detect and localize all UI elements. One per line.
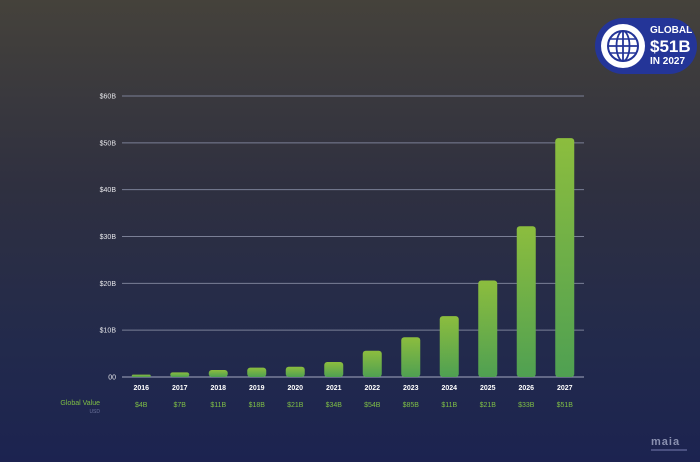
y-tick-label: $50B — [100, 140, 117, 147]
y-tick-label: $40B — [100, 187, 117, 194]
badge-line-1: GLOBAL — [650, 25, 693, 36]
x-tick-label: 2024 — [441, 385, 457, 392]
value-label: $11B — [441, 402, 457, 409]
x-tick-label: 2026 — [518, 385, 534, 392]
x-tick-label: 2023 — [403, 385, 419, 392]
x-tick-label: 2017 — [172, 385, 188, 392]
bar-2026 — [516, 226, 536, 377]
badge-line-2: $51B — [650, 37, 691, 56]
globe-icon — [601, 24, 645, 68]
x-tick-label: 2025 — [480, 385, 496, 392]
bar-2025 — [478, 280, 498, 377]
bar-2024 — [439, 316, 459, 377]
value-label: $21B — [287, 402, 304, 409]
x-tick-label: 2016 — [133, 385, 149, 392]
y-tick-label: $30B — [100, 234, 117, 241]
bar-2022 — [362, 350, 382, 377]
value-label: $54B — [364, 402, 381, 409]
value-label: $34B — [326, 402, 343, 409]
x-tick-label: 2021 — [326, 385, 342, 392]
x-tick-label: 2027 — [557, 385, 573, 392]
bar-2016 — [131, 374, 151, 377]
x-tick-label: 2018 — [210, 385, 226, 392]
x-tick-label: 2019 — [249, 385, 265, 392]
value-label: $18B — [249, 402, 266, 409]
value-label: $11B — [210, 402, 226, 409]
brand-logo-tagline — [651, 449, 687, 451]
y-tick-label: $10B — [100, 328, 117, 335]
bar-2020 — [285, 366, 305, 377]
value-label: $33B — [518, 402, 535, 409]
global-value-row-sublabel: USD — [89, 409, 100, 415]
y-tick-label: $20B — [100, 281, 117, 288]
badge-text: GLOBAL $51B IN 2027 — [650, 26, 692, 67]
bar-2018 — [208, 369, 228, 377]
y-tick-label: $60B — [100, 94, 117, 101]
bar-2021 — [324, 362, 344, 377]
global-value-badge: GLOBAL $51B IN 2027 — [595, 18, 697, 74]
bar-2027 — [555, 138, 575, 377]
value-label: $4B — [135, 402, 148, 409]
bar-2017 — [170, 372, 190, 377]
value-label: $7B — [174, 402, 187, 409]
value-label: $51B — [557, 402, 574, 409]
x-tick-label: 2022 — [364, 385, 380, 392]
value-label: $21B — [480, 402, 497, 409]
value-label: $85B — [403, 402, 420, 409]
badge-line-3: IN 2027 — [650, 56, 686, 67]
bar-2019 — [247, 367, 267, 377]
bar-2023 — [401, 337, 421, 377]
x-tick-label: 2020 — [287, 385, 303, 392]
global-value-row-label: Global Value — [60, 400, 100, 407]
brand-logo: maia — [651, 436, 681, 448]
y-tick-label: 00 — [108, 375, 116, 382]
